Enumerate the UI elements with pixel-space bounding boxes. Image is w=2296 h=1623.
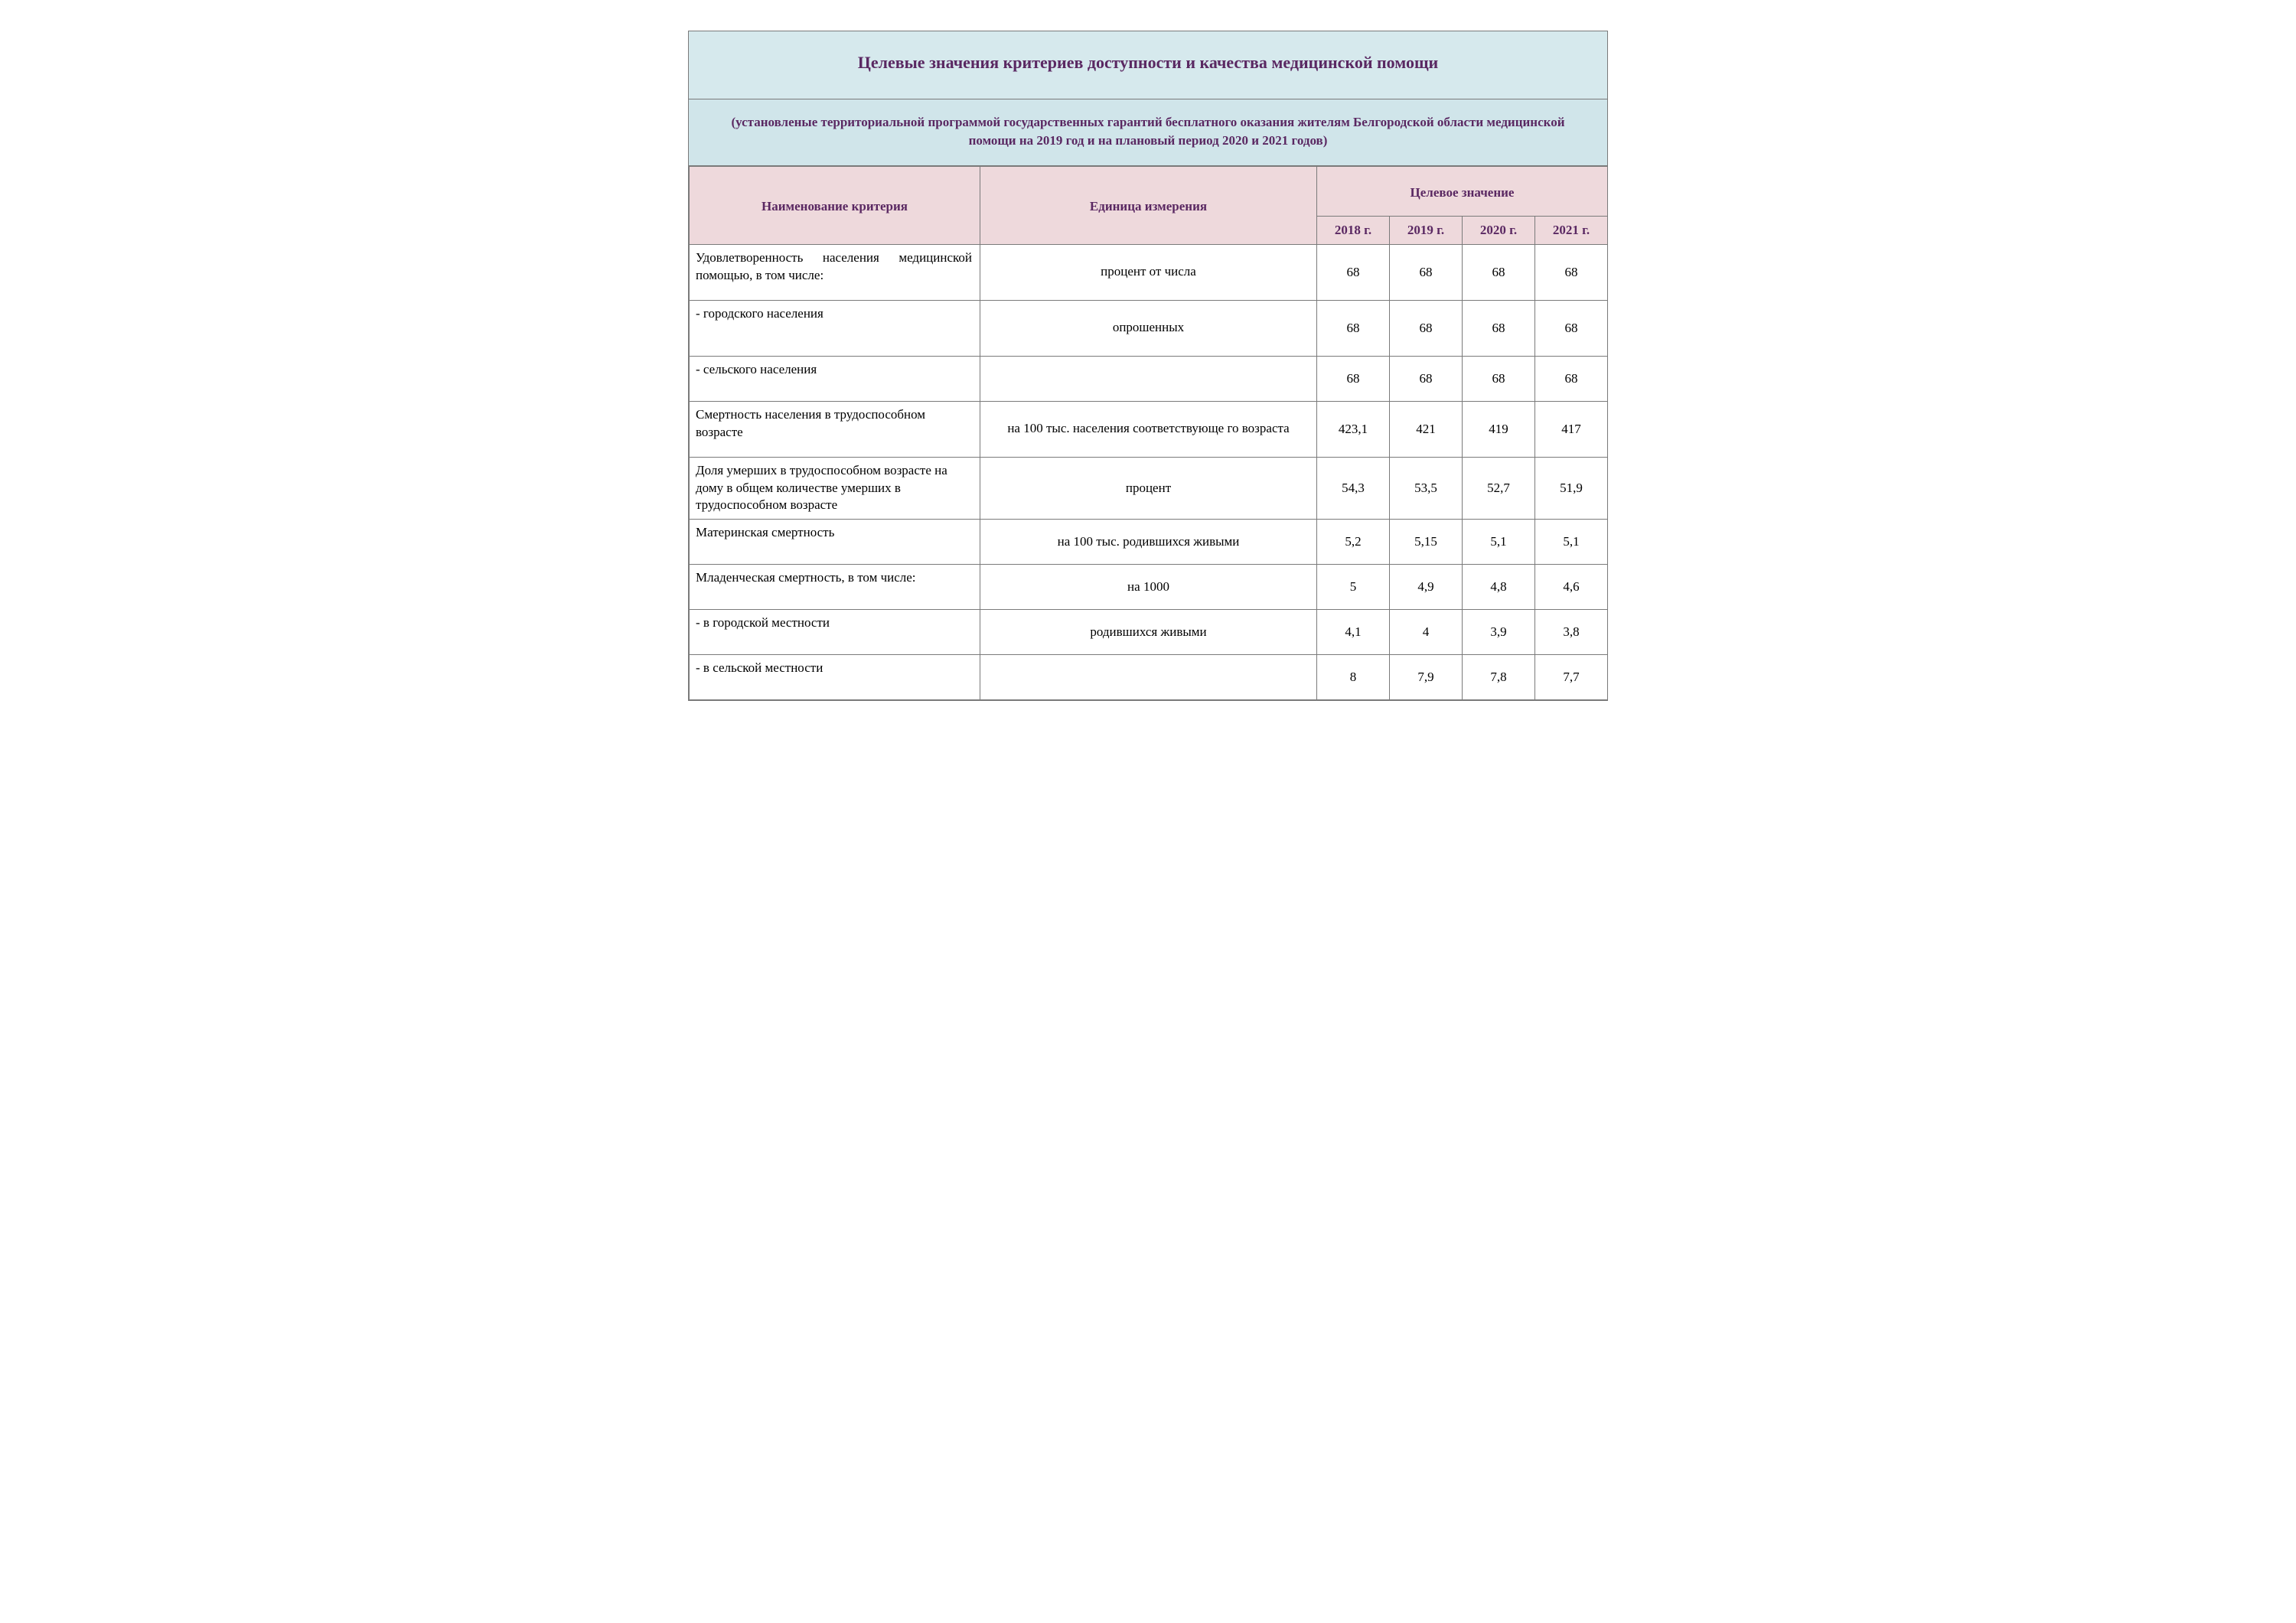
page-title: Целевые значения критериев доступности и…	[704, 53, 1592, 73]
criteria-table: Наименование критерия Единица измерения …	[689, 166, 1608, 701]
cell-value: 68	[1317, 244, 1390, 300]
cell-name: Доля умерших в трудоспособном возрасте н…	[690, 457, 980, 520]
cell-value: 7,8	[1463, 655, 1535, 700]
cell-value: 5,2	[1317, 520, 1390, 565]
cell-value: 5	[1317, 565, 1390, 610]
col-header-name: Наименование критерия	[690, 166, 980, 244]
cell-name: - в сельской местности	[690, 655, 980, 700]
cell-unit	[980, 356, 1317, 401]
cell-unit: процент от числа	[980, 244, 1317, 300]
table-row: Материнская смертностьна 100 тыс. родивш…	[690, 520, 1608, 565]
cell-unit: процент	[980, 457, 1317, 520]
cell-value: 4,6	[1535, 565, 1608, 610]
cell-value: 7,7	[1535, 655, 1608, 700]
cell-value: 419	[1463, 401, 1535, 457]
cell-value: 5,1	[1463, 520, 1535, 565]
table-row: - городского населенияопрошенных68686868	[690, 300, 1608, 356]
cell-value: 68	[1390, 356, 1463, 401]
table-row: Доля умерших в трудоспособном возрасте н…	[690, 457, 1608, 520]
col-header-year: 2018 г.	[1317, 216, 1390, 244]
cell-value: 68	[1317, 300, 1390, 356]
cell-name: - сельского населения	[690, 356, 980, 401]
subtitle-row: (установленые территориальной программой…	[689, 99, 1607, 166]
cell-name: Младенческая смертность, в том числе:	[690, 565, 980, 610]
cell-value: 3,8	[1535, 610, 1608, 655]
col-header-year: 2019 г.	[1390, 216, 1463, 244]
cell-value: 68	[1463, 244, 1535, 300]
cell-value: 4	[1390, 610, 1463, 655]
cell-value: 68	[1535, 244, 1608, 300]
cell-value: 4,8	[1463, 565, 1535, 610]
cell-unit: родившихся живыми	[980, 610, 1317, 655]
table-row: Смертность населения в трудоспособном во…	[690, 401, 1608, 457]
cell-name: - городского населения	[690, 300, 980, 356]
cell-unit	[980, 655, 1317, 700]
cell-value: 68	[1463, 300, 1535, 356]
col-header-target: Целевое значение	[1317, 166, 1608, 216]
title-row: Целевые значения критериев доступности и…	[689, 31, 1607, 99]
cell-name: Материнская смертность	[690, 520, 980, 565]
document-container: Целевые значения критериев доступности и…	[688, 31, 1608, 701]
table-row: - в сельской местности 87,97,87,7	[690, 655, 1608, 700]
cell-value: 52,7	[1463, 457, 1535, 520]
cell-value: 421	[1390, 401, 1463, 457]
cell-unit: на 100 тыс. населения соответствующе го …	[980, 401, 1317, 457]
cell-value: 68	[1390, 300, 1463, 356]
cell-unit: опрошенных	[980, 300, 1317, 356]
col-header-unit: Единица измерения	[980, 166, 1317, 244]
cell-value: 3,9	[1463, 610, 1535, 655]
cell-value: 68	[1535, 356, 1608, 401]
table-body: Удовлетворенность населения медицинской …	[690, 244, 1608, 700]
cell-value: 7,9	[1390, 655, 1463, 700]
cell-value: 68	[1317, 356, 1390, 401]
cell-unit: на 1000	[980, 565, 1317, 610]
cell-value: 68	[1390, 244, 1463, 300]
cell-value: 54,3	[1317, 457, 1390, 520]
cell-name: - в городской местности	[690, 610, 980, 655]
cell-value: 68	[1463, 356, 1535, 401]
cell-value: 8	[1317, 655, 1390, 700]
cell-value: 53,5	[1390, 457, 1463, 520]
cell-value: 417	[1535, 401, 1608, 457]
table-row: Удовлетворенность населения медицинской …	[690, 244, 1608, 300]
cell-name: Смертность населения в трудоспособном во…	[690, 401, 980, 457]
cell-value: 68	[1535, 300, 1608, 356]
table-row: - в городской местностиродившихся живыми…	[690, 610, 1608, 655]
cell-value: 5,1	[1535, 520, 1608, 565]
cell-value: 51,9	[1535, 457, 1608, 520]
col-header-year: 2021 г.	[1535, 216, 1608, 244]
col-header-year: 2020 г.	[1463, 216, 1535, 244]
cell-value: 4,9	[1390, 565, 1463, 610]
cell-unit: на 100 тыс. родившихся живыми	[980, 520, 1317, 565]
cell-value: 5,15	[1390, 520, 1463, 565]
cell-value: 423,1	[1317, 401, 1390, 457]
cell-name: Удовлетворенность населения медицинской …	[690, 244, 980, 300]
table-row: Младенческая смертность, в том числе:на …	[690, 565, 1608, 610]
cell-value: 4,1	[1317, 610, 1390, 655]
table-row: - сельского населения68686868	[690, 356, 1608, 401]
